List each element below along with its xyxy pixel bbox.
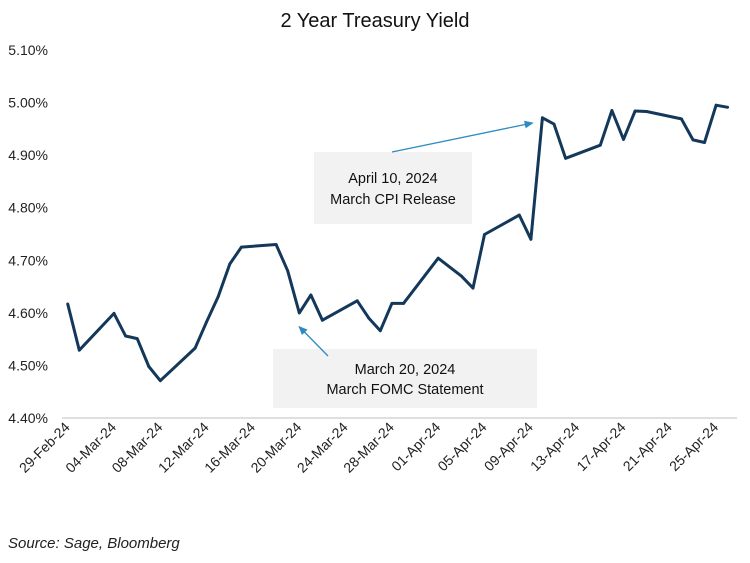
y-tick-label: 5.10% [8, 42, 48, 58]
data-point [286, 269, 290, 273]
data-point [205, 320, 209, 324]
data-point [66, 302, 70, 306]
data-point [193, 346, 197, 350]
data-point [645, 110, 649, 113]
data-point [378, 329, 382, 333]
y-tick-label: 4.60% [8, 305, 48, 321]
data-point [552, 122, 556, 126]
annotation-cpi-label: March CPI Release [330, 192, 456, 208]
x-tick-label: 13-Apr-24 [527, 419, 582, 474]
data-point [402, 301, 405, 305]
annotation-arrow [391, 120, 534, 153]
data-point [228, 262, 232, 266]
y-tick-label: 4.80% [8, 200, 48, 216]
yield-line [66, 103, 728, 383]
y-tick-label: 4.50% [8, 357, 48, 373]
annotation-fomc-label: March FOMC Statement [326, 382, 483, 398]
data-point [355, 299, 359, 303]
data-point [112, 311, 116, 315]
data-point [517, 213, 521, 217]
data-point [459, 274, 463, 278]
data-point [714, 103, 718, 107]
source-note: Source: Sage, Bloomberg [8, 535, 180, 552]
data-point [309, 293, 313, 297]
y-tick-label: 5.00% [8, 95, 48, 111]
x-tick-label: 17-Apr-24 [573, 419, 628, 474]
data-point [610, 109, 614, 112]
data-point [77, 348, 81, 352]
data-point [436, 256, 440, 260]
annotation-fomc-date: March 20, 2024 [355, 362, 456, 378]
annotation-box-cpi [314, 152, 472, 224]
data-point [726, 105, 730, 109]
data-point [135, 337, 139, 341]
data-point [633, 109, 637, 113]
x-axis-ticks: 29-Feb-2404-Mar-2408-Mar-2412-Mar-2416-M… [16, 419, 722, 476]
series-layer [66, 103, 730, 383]
annotation-box-fomc [273, 349, 537, 408]
data-point [367, 316, 371, 320]
data-point [390, 301, 394, 305]
data-point [274, 243, 278, 246]
x-tick-label: 21-Apr-24 [620, 419, 675, 474]
data-point [691, 138, 695, 142]
annotation-arrow [298, 325, 329, 357]
y-tick-label: 4.90% [8, 147, 48, 163]
data-point [483, 233, 486, 236]
data-point [158, 379, 162, 383]
chart-title: 2 Year Treasury Yield [280, 10, 469, 32]
data-point [297, 311, 301, 315]
data-point [529, 237, 533, 241]
y-tick-label: 4.70% [8, 252, 48, 268]
data-point [622, 137, 625, 141]
annotations: April 10, 2024 March CPI Release March 2… [273, 152, 537, 408]
data-point [321, 318, 324, 322]
data-point [471, 286, 475, 290]
data-point [679, 117, 683, 121]
y-tick-label: 4.40% [8, 410, 48, 426]
y-axis-ticks: 4.40% 4.50% 4.60% 4.70% 4.80% 4.90% 5.00% 5.10% [8, 42, 48, 426]
data-point [124, 334, 127, 338]
data-point [564, 156, 567, 160]
data-point [703, 141, 706, 144]
annotation-arrows [298, 120, 534, 357]
data-point [216, 295, 220, 298]
data-point [541, 116, 544, 120]
annotation-cpi-date: April 10, 2024 [348, 171, 437, 187]
x-tick-label: 05-Apr-24 [434, 419, 489, 474]
data-point [239, 245, 243, 249]
data-point [598, 143, 602, 147]
x-tick-label: 09-Apr-24 [481, 419, 536, 474]
x-tick-label: 01-Apr-24 [388, 419, 443, 474]
x-tick-label: 25-Apr-24 [666, 419, 721, 474]
x-tick-label: 28-Mar-24 [340, 419, 397, 476]
data-point [147, 365, 151, 368]
